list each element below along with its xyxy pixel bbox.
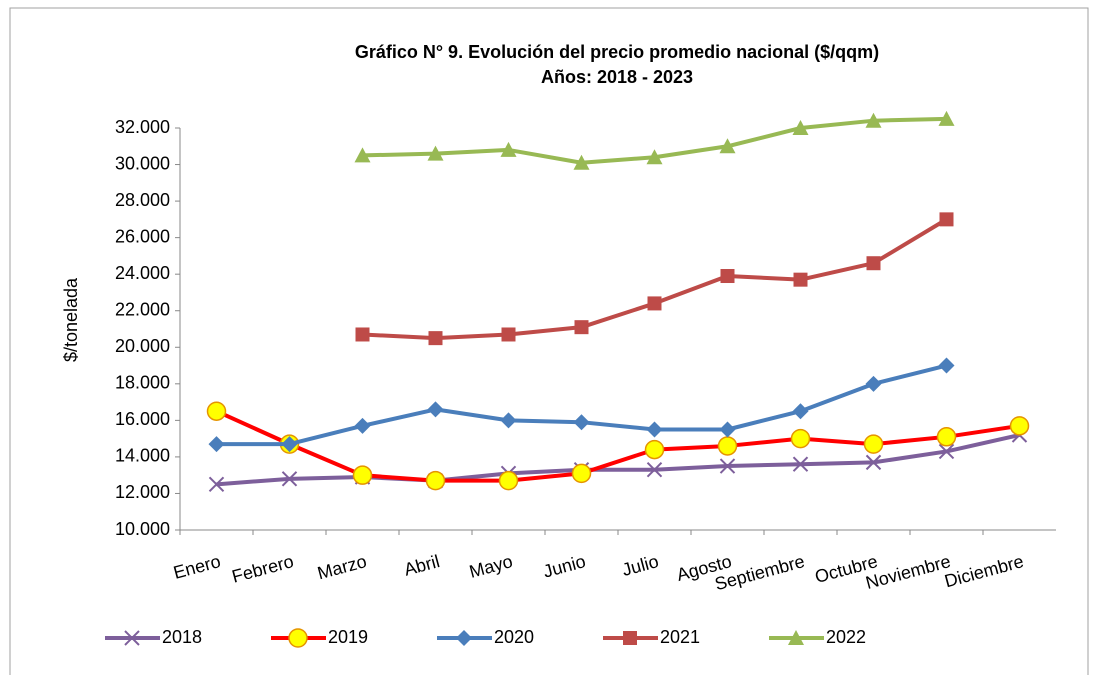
y-tick-label: 22.000 — [115, 299, 170, 319]
marker — [720, 269, 735, 284]
marker — [793, 272, 808, 287]
marker — [571, 463, 592, 484]
marker — [646, 461, 663, 478]
marker — [456, 630, 472, 646]
marker — [498, 470, 519, 491]
marker — [865, 454, 882, 471]
marker — [719, 458, 736, 474]
x-tick-label: Mayo — [467, 551, 515, 582]
marker — [574, 320, 589, 335]
marker — [719, 138, 736, 154]
y-tick-label: 24.000 — [115, 263, 170, 283]
legend-label: 2022 — [826, 627, 866, 647]
y-axis-label: $/tonelada — [61, 277, 81, 362]
marker — [790, 428, 811, 449]
marker — [939, 212, 954, 227]
x-tick-label: Febrero — [230, 551, 296, 587]
x-tick-label: Diciembre — [942, 551, 1025, 591]
y-tick-label: 28.000 — [115, 190, 170, 210]
marker — [501, 327, 516, 342]
y-tick-label: 20.000 — [115, 336, 170, 356]
marker — [938, 443, 955, 460]
marker — [281, 436, 298, 453]
y-tick-label: 14.000 — [115, 446, 170, 466]
marker — [865, 112, 882, 128]
marker — [938, 110, 955, 126]
legend-label: 2019 — [328, 627, 368, 647]
series-line — [216, 363, 947, 447]
chart-title: Gráfico N° 9. Evolución del precio prome… — [355, 42, 879, 62]
marker — [124, 630, 140, 646]
marker — [208, 476, 225, 493]
legend-label: 2020 — [494, 627, 534, 647]
y-tick-label: 26.000 — [115, 226, 170, 246]
marker — [647, 296, 662, 311]
marker — [717, 436, 738, 456]
marker — [936, 427, 957, 447]
marker — [428, 331, 443, 346]
marker — [288, 628, 308, 648]
marker — [792, 456, 809, 472]
marker — [573, 154, 590, 170]
marker — [646, 421, 663, 438]
marker — [938, 357, 955, 374]
marker — [281, 471, 298, 487]
marker — [427, 145, 444, 161]
y-tick-label: 16.000 — [115, 409, 170, 429]
y-tick-label: 32.000 — [115, 117, 170, 137]
marker — [573, 414, 590, 431]
marker — [355, 327, 370, 342]
chart-border — [9, 7, 1089, 680]
x-tick-label: Junio — [541, 551, 588, 581]
y-tick-label: 30.000 — [115, 153, 170, 173]
marker — [623, 631, 637, 645]
marker — [792, 120, 809, 135]
marker — [354, 147, 371, 163]
marker — [427, 401, 444, 418]
marker — [719, 421, 736, 438]
marker — [206, 401, 227, 421]
y-tick-label: 10.000 — [115, 519, 170, 539]
marker — [500, 141, 517, 157]
y-tick-label: 18.000 — [115, 373, 170, 393]
x-tick-label: Enero — [171, 551, 223, 583]
x-tick-label: Abril — [402, 551, 442, 580]
series-line — [362, 217, 948, 341]
marker — [354, 417, 371, 434]
x-tick-label: Marzo — [315, 551, 368, 583]
marker — [863, 434, 884, 454]
series-line — [216, 433, 1020, 487]
marker — [644, 439, 665, 460]
marker — [646, 149, 663, 165]
marker — [865, 375, 882, 392]
x-tick-label: Noviembre — [864, 551, 953, 593]
marker — [208, 436, 225, 453]
marker — [792, 403, 809, 420]
y-tick-label: 12.000 — [115, 482, 170, 502]
marker — [1009, 416, 1030, 436]
chart-subtitle: Años: 2018 - 2023 — [541, 67, 693, 87]
x-tick-label: Julio — [620, 551, 661, 580]
marker — [866, 256, 881, 271]
marker — [425, 470, 446, 491]
legend-label: 2018 — [162, 627, 202, 647]
series-line — [215, 409, 1020, 483]
marker — [352, 465, 373, 485]
marker — [500, 412, 517, 429]
marker — [788, 630, 804, 645]
legend-label: 2021 — [660, 627, 700, 647]
